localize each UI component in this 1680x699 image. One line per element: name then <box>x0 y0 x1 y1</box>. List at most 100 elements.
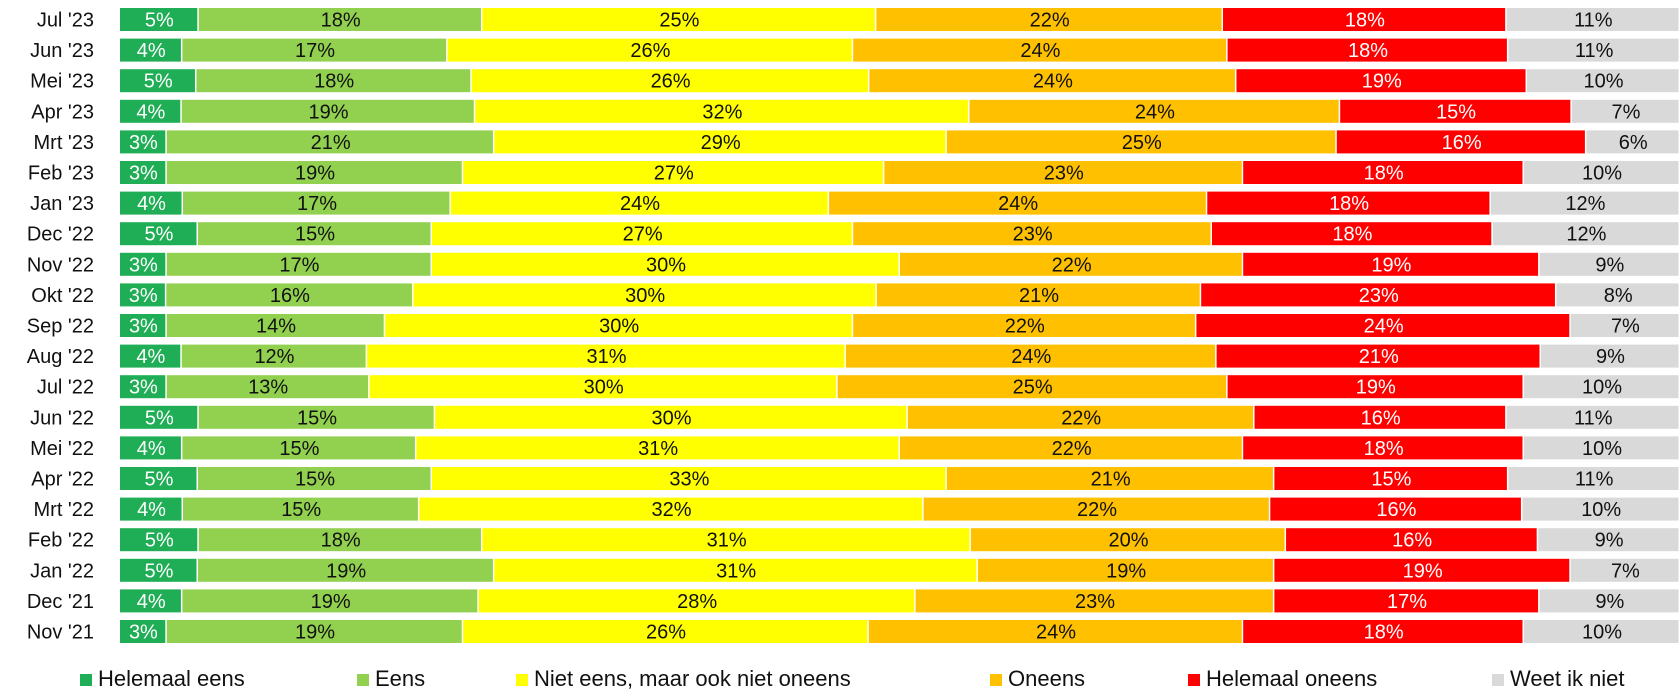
bar-helemaal-oneens-mrt-23 <box>1336 130 1585 154</box>
bar-helemaal-eens-apr-23 <box>120 99 181 123</box>
bar-eens-jul-22 <box>166 375 369 399</box>
data-label-oneens-mei-22: 22% <box>1052 438 1092 460</box>
data-label-niet-eens-maar-ook-niet-oneens-mrt-23: 29% <box>701 132 741 154</box>
bar-oneens-dec-21 <box>915 589 1273 613</box>
bar-helemaal-eens-sep-22 <box>120 314 166 337</box>
bar-oneens-mei-23 <box>869 69 1235 93</box>
data-label-eens-sep-22: 14% <box>256 316 296 338</box>
data-label-helemaal-oneens-feb-23: 18% <box>1364 163 1404 185</box>
data-label-weet-ik-niet-feb-23: 10% <box>1582 163 1622 185</box>
bar-helemaal-eens-mei-22 <box>120 436 181 460</box>
row-label-dec-21: Dec '21 <box>27 591 94 613</box>
legend-swatch-helemaal-eens <box>80 674 92 686</box>
data-label-eens-okt-22: 16% <box>270 285 310 307</box>
bar-helemaal-eens-okt-22 <box>120 283 165 307</box>
bar-helemaal-eens-jan-22 <box>120 558 197 582</box>
data-label-helemaal-oneens-mei-23: 19% <box>1362 71 1402 93</box>
bar-niet-eens-maar-ook-niet-oneens-jan-23 <box>450 191 828 215</box>
bar-oneens-jul-22 <box>837 375 1227 399</box>
data-label-weet-ik-niet-sep-22: 7% <box>1611 316 1640 338</box>
bar-niet-eens-maar-ook-niet-oneens-jun-22 <box>435 405 907 429</box>
data-label-eens-nov-21: 19% <box>295 622 335 644</box>
data-label-helemaal-oneens-jun-22: 16% <box>1361 407 1401 429</box>
data-label-oneens-apr-23: 24% <box>1135 101 1175 123</box>
data-label-eens-jun-23: 17% <box>295 40 335 62</box>
data-label-helemaal-oneens-sep-22: 24% <box>1364 316 1404 338</box>
row-label-jul-22: Jul '22 <box>37 377 94 399</box>
data-label-weet-ik-niet-mei-22: 10% <box>1582 438 1622 460</box>
bar-helemaal-oneens-dec-22 <box>1212 222 1492 246</box>
data-label-oneens-aug-22: 24% <box>1011 346 1051 368</box>
bar-helemaal-eens-jun-23 <box>120 38 181 62</box>
bar-niet-eens-maar-ook-niet-oneens-feb-23 <box>463 161 883 184</box>
row-label-jan-23: Jan '23 <box>30 193 94 215</box>
data-label-eens-mei-22: 15% <box>279 438 319 460</box>
bar-eens-apr-23 <box>181 99 474 123</box>
bar-oneens-feb-22 <box>970 528 1285 552</box>
data-label-helemaal-oneens-aug-22: 21% <box>1359 346 1399 368</box>
bar-eens-jun-23 <box>182 38 447 62</box>
data-label-helemaal-eens-okt-22: 3% <box>129 285 158 307</box>
data-label-niet-eens-maar-ook-niet-oneens-jul-23: 25% <box>659 10 699 32</box>
bar-helemaal-oneens-jul-23 <box>1223 8 1506 31</box>
data-label-niet-eens-maar-ook-niet-oneens-nov-21: 26% <box>646 622 686 644</box>
bar-helemaal-oneens-jan-23 <box>1207 191 1490 215</box>
data-label-weet-ik-niet-jan-22: 7% <box>1611 560 1640 582</box>
bar-eens-nov-21 <box>166 620 462 643</box>
data-label-helemaal-eens-dec-22: 5% <box>145 224 174 246</box>
data-label-helemaal-eens-mrt-23: 3% <box>129 132 158 154</box>
bar-helemaal-oneens-okt-22 <box>1201 283 1555 307</box>
data-label-helemaal-eens-jul-22: 3% <box>129 377 158 399</box>
data-label-niet-eens-maar-ook-niet-oneens-sep-22: 30% <box>599 316 639 338</box>
bar-eens-sep-22 <box>166 314 384 337</box>
bar-niet-eens-maar-ook-niet-oneens-mei-22 <box>416 436 899 460</box>
data-label-oneens-mrt-22: 22% <box>1077 499 1117 521</box>
data-label-helemaal-oneens-jul-22: 19% <box>1356 377 1396 399</box>
data-label-helemaal-eens-dec-21: 4% <box>137 591 166 613</box>
data-label-helemaal-eens-nov-22: 3% <box>129 254 158 276</box>
bar-niet-eens-maar-ook-niet-oneens-sep-22 <box>385 314 852 337</box>
row-label-mei-23: Mei '23 <box>30 71 94 93</box>
data-label-weet-ik-niet-jul-23: 11% <box>1574 10 1613 32</box>
data-label-helemaal-oneens-mrt-22: 16% <box>1376 499 1416 521</box>
bar-oneens-nov-22 <box>900 252 1242 276</box>
bar-eens-okt-22 <box>166 283 412 307</box>
data-label-oneens-jan-22: 19% <box>1106 560 1146 582</box>
bar-weet-ik-niet-aug-22 <box>1540 344 1679 368</box>
bar-oneens-apr-22 <box>946 467 1273 490</box>
legend-swatch-niet-eens-maar-ook-niet-oneens <box>516 674 528 686</box>
row-label-jun-22: Jun '22 <box>30 407 94 429</box>
bar-oneens-apr-23 <box>969 99 1339 123</box>
data-label-helemaal-oneens-jul-23: 18% <box>1345 10 1385 32</box>
data-label-oneens-feb-23: 23% <box>1044 163 1084 185</box>
data-label-weet-ik-niet-aug-22: 9% <box>1596 346 1625 368</box>
bar-niet-eens-maar-ook-niet-oneens-mrt-23 <box>494 130 946 154</box>
data-label-weet-ik-niet-nov-22: 9% <box>1595 254 1624 276</box>
bar-eens-jul-23 <box>198 8 481 31</box>
bar-niet-eens-maar-ook-niet-oneens-nov-21 <box>463 620 868 643</box>
bar-niet-eens-maar-ook-niet-oneens-apr-22 <box>432 467 946 490</box>
legend-label-helemaal-eens: Helemaal eens <box>98 666 245 691</box>
data-label-eens-feb-22: 18% <box>321 530 361 552</box>
bar-niet-eens-maar-ook-niet-oneens-jun-23 <box>447 38 852 62</box>
data-label-helemaal-eens-mei-22: 4% <box>137 438 166 460</box>
bar-niet-eens-maar-ook-niet-oneens-apr-23 <box>475 99 969 123</box>
data-label-weet-ik-niet-jul-22: 10% <box>1582 377 1622 399</box>
data-label-niet-eens-maar-ook-niet-oneens-jul-22: 30% <box>584 377 624 399</box>
bar-helemaal-oneens-feb-22 <box>1286 528 1537 552</box>
row-label-apr-23: Apr '23 <box>31 101 94 123</box>
bar-helemaal-eens-aug-22 <box>120 344 181 368</box>
data-label-niet-eens-maar-ook-niet-oneens-jan-23: 24% <box>620 193 660 215</box>
bar-eens-mrt-23 <box>166 130 493 154</box>
data-label-weet-ik-niet-apr-22: 11% <box>1575 469 1614 491</box>
data-label-weet-ik-niet-jun-23: 11% <box>1575 40 1614 62</box>
data-label-oneens-nov-21: 24% <box>1036 622 1076 644</box>
bar-weet-ik-niet-sep-22 <box>1570 314 1679 337</box>
data-label-weet-ik-niet-jan-23: 12% <box>1565 193 1605 215</box>
data-label-eens-jan-23: 17% <box>297 193 337 215</box>
bar-oneens-nov-21 <box>868 620 1242 643</box>
data-label-weet-ik-niet-apr-23: 7% <box>1611 101 1640 123</box>
legend-label-helemaal-oneens: Helemaal oneens <box>1206 666 1377 691</box>
bar-helemaal-oneens-aug-22 <box>1216 344 1540 368</box>
data-label-niet-eens-maar-ook-niet-oneens-dec-22: 27% <box>623 224 663 246</box>
